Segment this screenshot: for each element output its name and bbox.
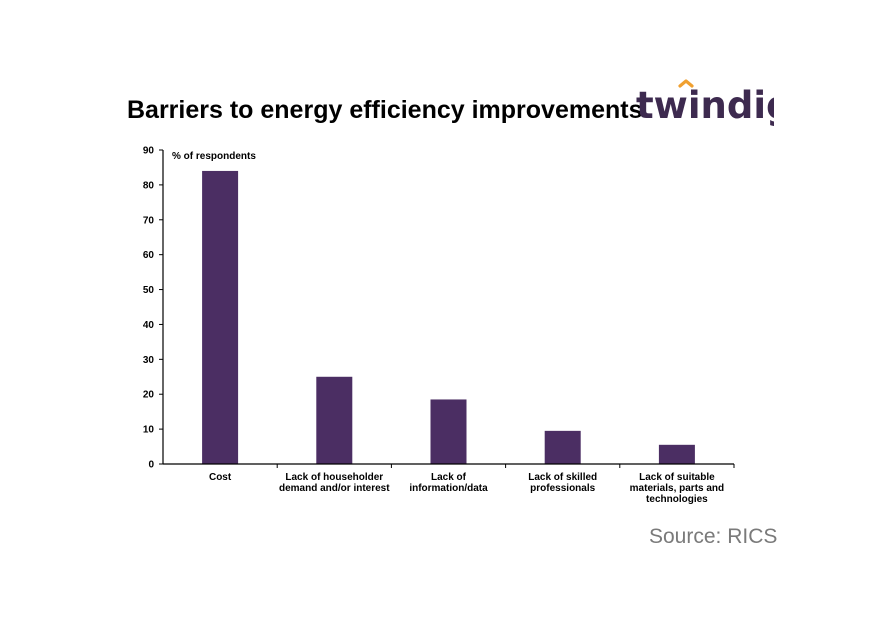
y-tick-label: 80 bbox=[143, 180, 155, 191]
x-category-label: Lack of householder demand and/or interes… bbox=[279, 472, 390, 494]
twindig-logo: twindig bbox=[636, 79, 774, 127]
x-category-label: Lack of skilled professionals bbox=[528, 472, 597, 494]
y-tick-label: 30 bbox=[143, 355, 155, 366]
y-tick-label: 60 bbox=[143, 250, 155, 261]
y-tick-label: 70 bbox=[143, 215, 155, 226]
logo-text: twindig bbox=[636, 84, 774, 127]
bar bbox=[544, 430, 581, 464]
x-category-label: Cost bbox=[209, 472, 232, 483]
y-axis: 0 10 20 30 40 50 60 70 80 90 bbox=[143, 146, 164, 471]
bar bbox=[430, 399, 467, 464]
y-tick-label: 20 bbox=[143, 390, 155, 401]
x-category-label: Lack of suitable materials, parts and tech… bbox=[630, 472, 724, 505]
bar bbox=[202, 170, 239, 464]
x-category-label: Lack of information/data bbox=[409, 472, 488, 494]
chart-title: Barriers to energy efficiency improvemen… bbox=[127, 96, 643, 124]
y-tick-label: 0 bbox=[148, 460, 154, 471]
bar bbox=[316, 376, 353, 464]
bar bbox=[658, 444, 695, 464]
y-tick-label: 10 bbox=[143, 425, 155, 436]
y-tick-label: 40 bbox=[143, 320, 155, 331]
bars bbox=[202, 170, 695, 464]
y-tick-label: 50 bbox=[143, 285, 155, 296]
y-axis-unit-label: % of respondents bbox=[172, 151, 256, 162]
y-tick-label: 90 bbox=[143, 146, 155, 157]
roof-icon bbox=[678, 79, 694, 88]
x-axis: Cost Lack of householder demand and/or int… bbox=[163, 463, 735, 505]
source-note: Source: RICS bbox=[649, 525, 778, 548]
